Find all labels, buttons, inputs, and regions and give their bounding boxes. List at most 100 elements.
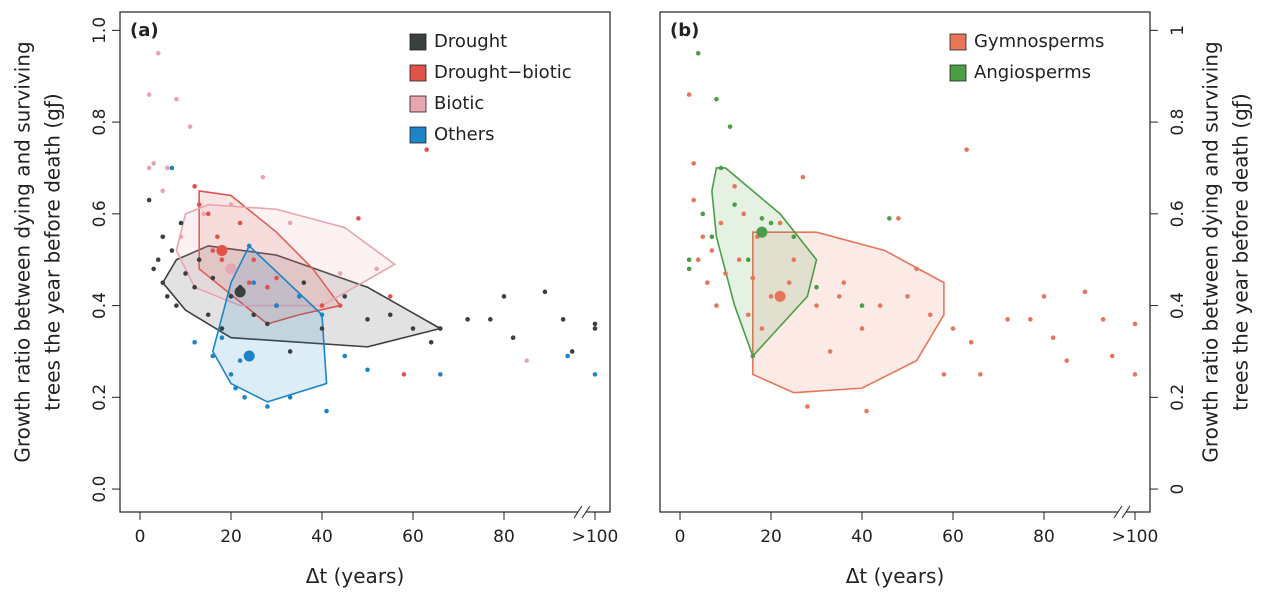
point: [524, 358, 530, 363]
y-tick-label: 0.4: [1168, 292, 1188, 319]
legend-label: Angiosperms: [974, 62, 1091, 83]
point: [237, 358, 243, 363]
point: [859, 303, 865, 308]
point: [192, 284, 197, 290]
point: [569, 349, 575, 354]
point: [265, 321, 270, 327]
point: [187, 124, 193, 129]
point: [592, 372, 598, 377]
y-axis-label: Growth ratio between dying and surviving: [1199, 41, 1223, 462]
x-tick-label: 40: [851, 527, 873, 547]
point: [750, 275, 756, 281]
axis-break: [1113, 505, 1123, 519]
x-tick-label: 40: [311, 527, 333, 547]
point: [700, 234, 706, 240]
point: [864, 408, 869, 414]
point: [228, 372, 234, 377]
point: [219, 326, 225, 331]
legend-label: Others: [434, 124, 495, 145]
point: [251, 280, 257, 285]
point: [732, 184, 737, 189]
point: [342, 353, 348, 359]
point: [424, 147, 429, 152]
point: [800, 174, 806, 180]
point: [705, 280, 710, 285]
point: [745, 257, 751, 263]
x-tick-label: >100: [572, 527, 619, 547]
point: [786, 280, 792, 285]
point: [374, 266, 379, 272]
legend-swatch: [409, 64, 427, 82]
point: [165, 165, 170, 171]
point: [700, 211, 706, 217]
point: [768, 220, 774, 226]
x-tick-label: >100: [1112, 527, 1159, 547]
point: [501, 294, 507, 299]
point: [251, 257, 257, 263]
x-axis-label: Δt (years): [846, 564, 945, 588]
point: [977, 372, 983, 377]
legend-swatch: [409, 33, 427, 51]
point: [196, 257, 202, 263]
point: [251, 312, 257, 318]
centroid: [243, 350, 255, 362]
point: [1132, 372, 1138, 377]
point: [814, 303, 819, 308]
centroid: [234, 286, 246, 298]
y-axis-label: trees the year before death (gƒ): [41, 93, 65, 410]
y-tick-label: 0.8: [90, 109, 110, 136]
point: [205, 211, 211, 217]
y-tick-label: 0.6: [1168, 200, 1188, 227]
hull: [752, 231, 945, 394]
point: [718, 220, 724, 226]
x-tick-label: 0: [135, 527, 146, 547]
y-tick-label: 0.8: [1168, 109, 1188, 136]
legend-label: Drought: [434, 31, 507, 52]
point: [914, 266, 919, 272]
point: [233, 385, 238, 391]
point: [941, 372, 947, 377]
point: [1041, 294, 1047, 299]
point: [146, 197, 152, 203]
point: [841, 280, 847, 285]
point: [691, 161, 696, 166]
point: [219, 257, 225, 263]
point: [542, 289, 548, 295]
legend-swatch: [949, 64, 967, 82]
point: [274, 303, 279, 308]
point: [155, 50, 161, 56]
point: [296, 294, 302, 299]
axis-break-gap: [1118, 509, 1126, 515]
point: [686, 92, 692, 97]
point: [759, 216, 765, 221]
point: [695, 50, 701, 56]
point: [169, 165, 175, 171]
point: [1050, 335, 1056, 340]
point: [736, 257, 742, 263]
point: [319, 312, 325, 318]
axis-break-gap: [578, 509, 586, 515]
point: [488, 317, 493, 322]
point: [887, 216, 892, 221]
legend-swatch: [409, 126, 427, 144]
y-tick-label: 0.6: [90, 200, 110, 227]
y-axis-label: trees the year before death (gƒ): [1229, 93, 1253, 410]
point: [1100, 317, 1106, 322]
point: [709, 248, 715, 253]
point: [510, 335, 516, 340]
point: [950, 326, 956, 331]
point: [859, 326, 865, 331]
point: [365, 317, 370, 322]
point: [337, 271, 343, 276]
point: [592, 321, 598, 327]
point: [401, 372, 407, 377]
point: [714, 303, 719, 308]
point: [215, 234, 220, 240]
point: [905, 294, 910, 299]
hull: [175, 203, 397, 307]
point: [465, 317, 470, 322]
point: [750, 353, 756, 359]
point: [814, 284, 819, 290]
legend-label: Drought−biotic: [434, 62, 572, 83]
